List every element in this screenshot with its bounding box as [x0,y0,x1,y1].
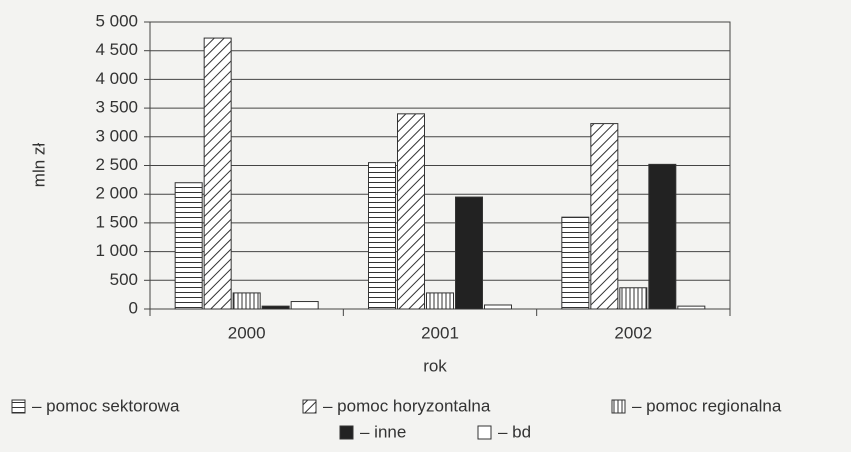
bar [484,304,512,310]
legend-label: – pomoc regionalna [632,396,782,415]
y-tick-label: 2 500 [95,155,138,174]
y-tick-label: 4 000 [95,69,138,88]
y-tick-label: 0 [129,298,138,317]
bar [619,287,648,310]
x-tick-label: 2001 [421,323,459,342]
legend-swatch [11,399,26,414]
bar [455,196,483,310]
legend-label: – pomoc horyzontalna [323,396,491,415]
y-tick-label: 4 500 [95,40,138,59]
y-tick-label: 5 000 [95,11,138,30]
bar [426,292,454,310]
bar [677,305,706,310]
y-tick-label: 2 000 [95,184,138,203]
bar [261,305,290,310]
y-tick-label: 3 500 [95,98,138,117]
y-tick-label: 500 [110,270,138,289]
legend-swatch [477,425,492,440]
x-tick-label: 2000 [228,323,266,342]
bar [174,182,203,310]
bar [397,113,425,310]
x-tick-label: 2002 [614,323,652,342]
bar [290,301,319,310]
legend-swatch [611,399,626,414]
legend-swatch [302,399,317,414]
legend-swatch [339,425,354,440]
bar [561,216,590,310]
bar [232,292,261,310]
y-tick-label: 1 000 [95,241,138,260]
bar [368,162,396,310]
bar [648,163,677,310]
legend-label: – pomoc sektorowa [32,396,180,415]
x-axis-label: rok [423,356,447,375]
y-tick-label: 3 000 [95,126,138,145]
bar [590,123,619,310]
bar [203,37,232,310]
y-axis-label: mln zł [29,143,48,188]
y-tick-label: 1 500 [95,212,138,231]
legend-label: – inne [360,422,406,441]
legend-label: – bd [498,422,531,441]
